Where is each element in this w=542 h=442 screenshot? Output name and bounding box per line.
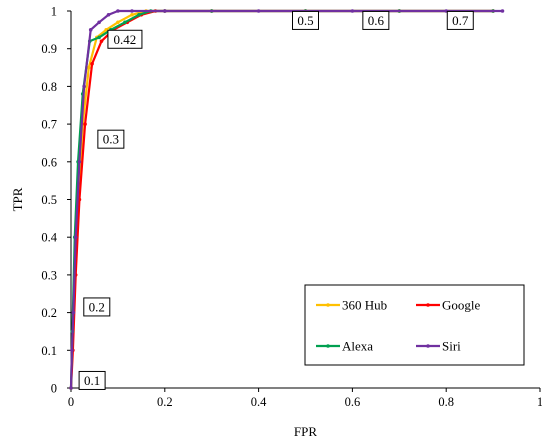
y-tick-label: 0.9 (41, 42, 57, 56)
x-tick-label: 0.6 (345, 395, 361, 409)
y-tick-label: 0.7 (41, 118, 57, 132)
threshold-label-text: 0.3 (103, 132, 119, 147)
threshold-label-box (78, 370, 106, 390)
series-point (70, 348, 74, 353)
series-point (350, 9, 355, 13)
y-tick-label: 0.6 (41, 155, 57, 169)
series-point (97, 20, 101, 25)
series-point (123, 20, 127, 25)
y-tick-label: 0.8 (41, 80, 57, 94)
threshold-label: 0.6 (362, 10, 390, 30)
threshold-label-box (446, 10, 474, 30)
threshold-label-box (83, 297, 111, 317)
legend-label: 360 Hub (342, 298, 387, 313)
legend: 360 Hub Google Alexa Siri (304, 284, 525, 366)
series-point (69, 386, 73, 390)
series-point (130, 9, 134, 13)
y-axis-title: TPR (10, 187, 25, 211)
legend-box (304, 284, 525, 366)
threshold-label-box (97, 129, 125, 149)
threshold-annotations: 0.1 0.2 0.3 0.42 0.5 0.6 0.7 (78, 10, 474, 390)
series-point (73, 235, 78, 239)
y-tick-label: 0.5 (41, 193, 57, 207)
legend-entry: 360 Hub (316, 298, 387, 313)
threshold-label: 0.42 (107, 29, 143, 49)
legend-entry: Siri (416, 339, 461, 354)
series-point (163, 9, 167, 13)
threshold-label: 0.2 (83, 297, 111, 317)
legend-label: Siri (442, 339, 461, 354)
x-tick-label: 1 (537, 395, 542, 409)
y-tick-label: 0.3 (41, 268, 57, 282)
series-point (106, 12, 111, 17)
x-tick-label: 0 (68, 395, 74, 409)
threshold-label-text: 0.2 (89, 299, 105, 314)
legend-entry: Alexa (316, 339, 373, 354)
series-point (99, 39, 104, 43)
legend-marker (326, 303, 330, 307)
threshold-label: 0.5 (292, 10, 319, 30)
y-tick-label: 0.4 (41, 231, 57, 245)
series-point (104, 28, 108, 32)
y-tick-label: 0 (51, 382, 57, 396)
threshold-label: 0.7 (446, 10, 474, 30)
y-tick-label: 0.1 (41, 344, 57, 358)
series-point (116, 9, 120, 13)
threshold-label-box (107, 29, 143, 49)
series-point (77, 160, 82, 164)
legend-marker (326, 344, 330, 348)
threshold-label-text: 0.1 (84, 373, 100, 388)
series-point (256, 9, 261, 13)
legend-marker (426, 303, 430, 307)
threshold-label-text: 0.42 (114, 32, 137, 47)
series-point (116, 20, 120, 25)
threshold-label: 0.3 (97, 129, 125, 149)
threshold-label-box (362, 10, 390, 30)
series-point (90, 61, 94, 66)
x-tick-label: 0.2 (157, 395, 173, 409)
legend-label: Google (442, 298, 481, 313)
series-point (97, 35, 101, 40)
legend-entry: Google (416, 298, 481, 313)
series-point (88, 28, 93, 32)
y-axis-ticks: 0 0.1 0.2 0.3 0.4 0.5 0.6 0.7 0.8 0.9 1 (41, 5, 71, 396)
threshold-label-box (292, 10, 319, 30)
series-point (137, 12, 141, 17)
series-point (130, 12, 134, 17)
series-point (87, 65, 91, 70)
series-point (82, 84, 86, 89)
threshold-label: 0.1 (78, 370, 106, 390)
x-tick-label: 0.4 (251, 395, 267, 409)
x-tick-label: 0.8 (438, 395, 454, 409)
x-axis-title: FPR (294, 424, 317, 439)
x-axis-ticks: 0 0.2 0.4 0.6 0.8 1 (68, 388, 542, 409)
threshold-label-text: 0.7 (452, 13, 469, 28)
legend-marker (426, 344, 430, 348)
series-point (71, 310, 76, 315)
y-tick-label: 0.2 (41, 306, 57, 320)
series-point (500, 9, 505, 13)
threshold-label-text: 0.6 (368, 13, 385, 28)
series-point (83, 122, 87, 126)
legend-label: Alexa (342, 339, 373, 354)
threshold-label-text: 0.5 (297, 13, 313, 28)
y-tick-label: 1 (51, 5, 57, 19)
